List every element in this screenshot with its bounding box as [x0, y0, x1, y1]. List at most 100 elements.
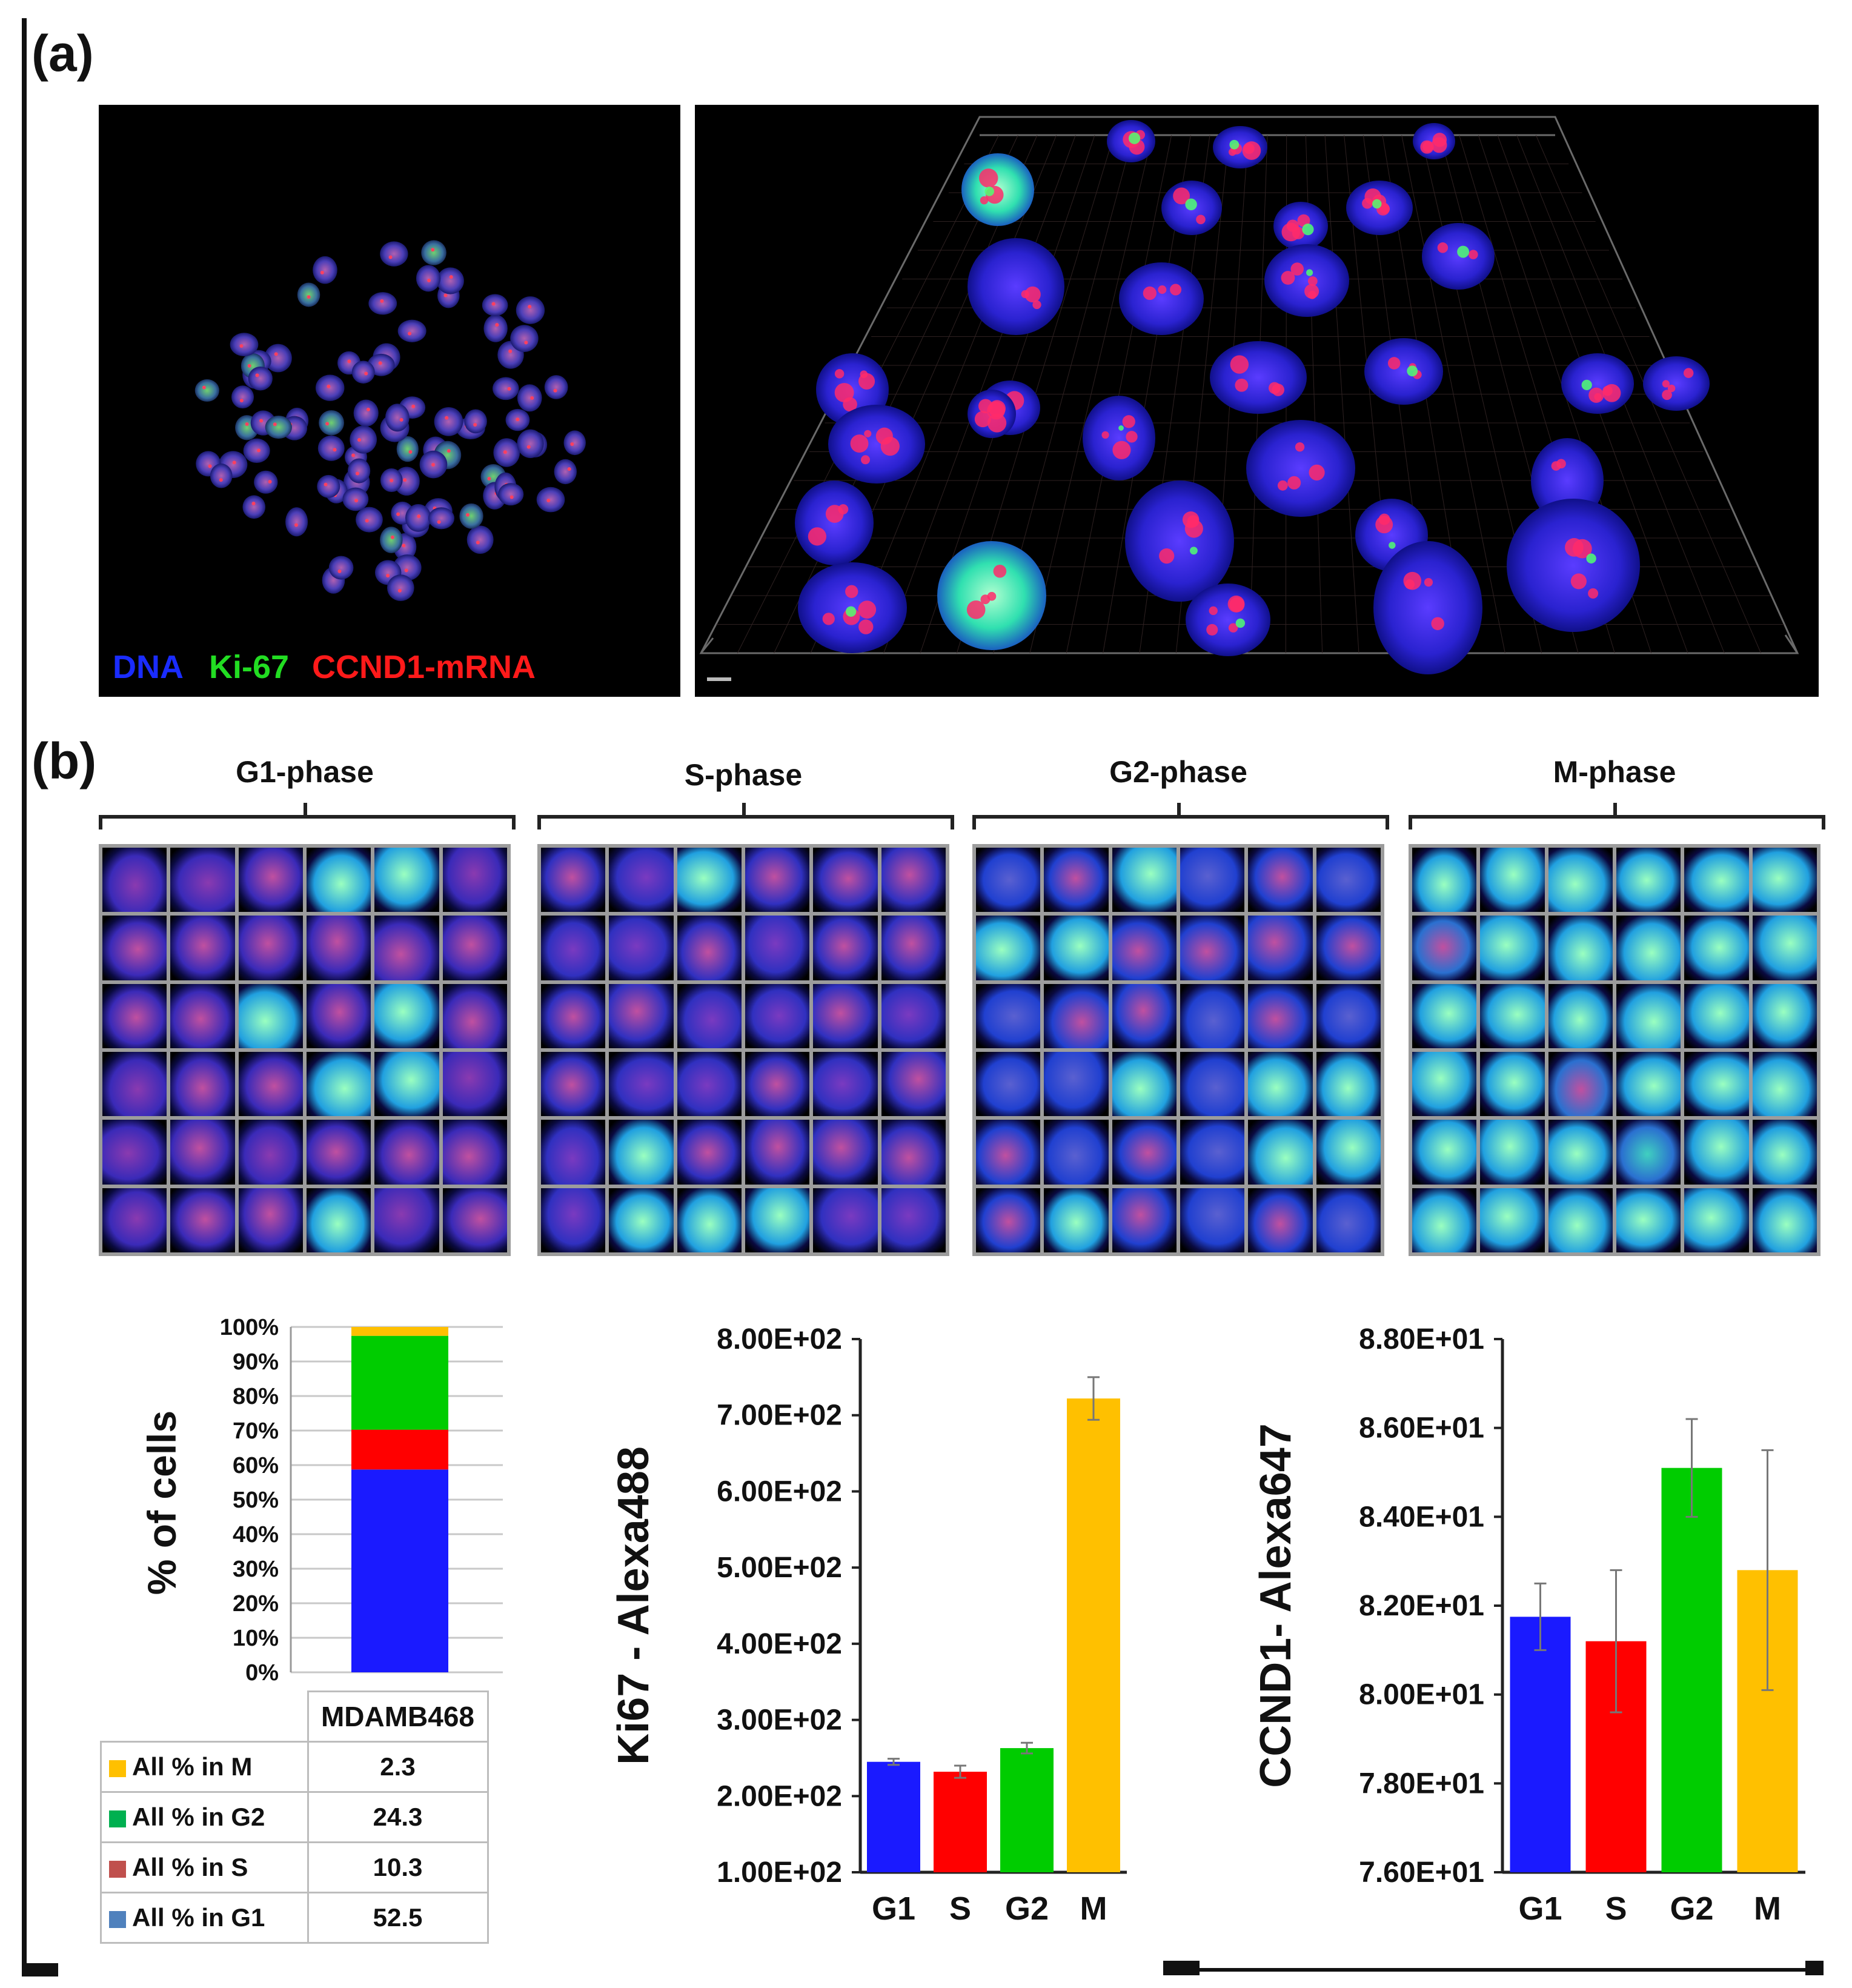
x-tick-label: G2: [1670, 1890, 1713, 1927]
cell-tile: [1316, 916, 1381, 980]
y-tick-label: 8.80E+01: [1359, 1323, 1484, 1355]
ki67-spot: [1118, 425, 1124, 431]
cell-tile: [1180, 916, 1245, 980]
mrna-spot: [1281, 271, 1295, 285]
mrna-spot: [273, 422, 277, 427]
ki67-spot: [1185, 198, 1197, 211]
cell-tile: [541, 1188, 606, 1252]
cell-nucleus: [285, 507, 308, 537]
cell-tile: [609, 1052, 674, 1117]
mrna-spot: [1556, 459, 1566, 469]
row-value-m: 2.3: [307, 1741, 489, 1793]
figure-bottom-rule-right: [1163, 1968, 1820, 1972]
cell-tile: [1316, 1120, 1381, 1185]
bar: [1067, 1398, 1120, 1872]
cell-nucleus: [416, 265, 441, 292]
mrna-spot: [1229, 597, 1245, 613]
x-tick-label: G1: [872, 1890, 915, 1927]
ki67-spot: [1190, 547, 1198, 555]
percent-data-table: MDAMB468 All % in M 2.3 All % in G2 24.3…: [100, 1690, 489, 1944]
mrna-spot: [1662, 380, 1670, 388]
mrna-spot: [1101, 431, 1109, 439]
mrna-spot: [845, 585, 858, 598]
cell-tile: [1480, 1052, 1545, 1117]
mrna-spot: [528, 305, 532, 309]
mrna-spot: [1469, 250, 1478, 259]
cell-tile: [307, 1052, 371, 1117]
bar: [1510, 1617, 1571, 1872]
mrna-spot: [834, 369, 845, 379]
mrna-spot: [327, 384, 331, 388]
mrna-spot: [1432, 133, 1447, 147]
mrna-spot: [268, 479, 272, 484]
mrna-spot: [357, 437, 362, 442]
mrna-spot: [1235, 378, 1249, 392]
mrna-spot: [988, 400, 1006, 417]
phase-title-m: M-phase: [1553, 755, 1676, 789]
cell-nucleus: [434, 407, 463, 436]
ki67-spot: [1306, 269, 1313, 276]
mrna-spot: [396, 512, 400, 516]
cell-tile: [374, 848, 439, 913]
cell-tile: [1180, 848, 1245, 913]
mrna-spot: [239, 399, 244, 403]
cell-nucleus: [231, 385, 254, 409]
phase-title-s: S-phase: [684, 758, 803, 792]
mrna-spot: [1126, 431, 1138, 443]
cell-nucleus: [264, 344, 292, 373]
rendering-cells: [699, 116, 1799, 681]
mrna-spot: [476, 540, 480, 545]
cell-nucleus: [328, 556, 354, 580]
cell-tile: [813, 916, 878, 980]
mrna-spot: [247, 364, 251, 368]
cell-tile: [745, 983, 810, 1048]
mrna-spot: [978, 168, 998, 188]
cell-tile: [677, 1120, 742, 1185]
cell-tile: [976, 983, 1041, 1048]
cell-tile: [374, 916, 439, 980]
legend-ki67: Ki-67: [209, 649, 290, 685]
ki67-spot: [845, 606, 857, 617]
cell-tile: [1412, 983, 1477, 1048]
mrna-spot: [337, 569, 342, 573]
mrna-spot: [1602, 385, 1613, 396]
mrna-spot: [255, 373, 259, 377]
cell-tile: [1044, 983, 1109, 1048]
mrna-spot: [1424, 577, 1433, 587]
cell-tile: [1616, 1188, 1681, 1252]
cell-tile: [609, 983, 674, 1048]
cell-nucleus-3d: [1210, 341, 1307, 414]
mrna-spot: [1570, 573, 1587, 590]
cell-nucleus: [317, 435, 345, 461]
mrna-spot: [325, 422, 330, 426]
mrna-spot: [257, 448, 261, 453]
cell-tile: [1044, 848, 1109, 913]
bar: [934, 1772, 987, 1872]
cell-nucleus: [347, 458, 371, 484]
cell-nucleus: [210, 464, 233, 488]
cell-nucleus: [492, 377, 519, 401]
mrna-spot: [397, 588, 402, 593]
ki67-spot: [1372, 199, 1382, 209]
y-tick-label: 8.00E+01: [1359, 1679, 1484, 1711]
cell-nucleus: [385, 404, 410, 432]
cell-tile: [976, 1188, 1041, 1252]
stacked-percent-chart: 100% 90% 80% 70% 60% 50% 40% 30% 20% 10% 0% % of c…: [139, 1315, 503, 1686]
cell-nucleus: [483, 314, 508, 342]
mrna-spot: [1304, 284, 1319, 299]
mrna-spot: [403, 478, 407, 482]
x-tick-label: M: [1754, 1890, 1781, 1927]
mrna-spot: [1662, 390, 1672, 401]
cell-nucleus: [498, 483, 524, 506]
mrna-spot: [822, 613, 835, 625]
mrna-spot: [365, 519, 369, 523]
cell-tile: [1248, 1052, 1313, 1117]
cell-nucleus: [297, 282, 320, 307]
mrna-spot: [1683, 368, 1694, 378]
y-tick-label: 1.00E+02: [717, 1857, 842, 1889]
cell-tile: [1112, 1052, 1177, 1117]
mrna-spot: [507, 387, 511, 391]
mrna-spot: [843, 397, 857, 412]
cell-tile: [1548, 1120, 1613, 1185]
cell-nucleus: [397, 319, 426, 342]
